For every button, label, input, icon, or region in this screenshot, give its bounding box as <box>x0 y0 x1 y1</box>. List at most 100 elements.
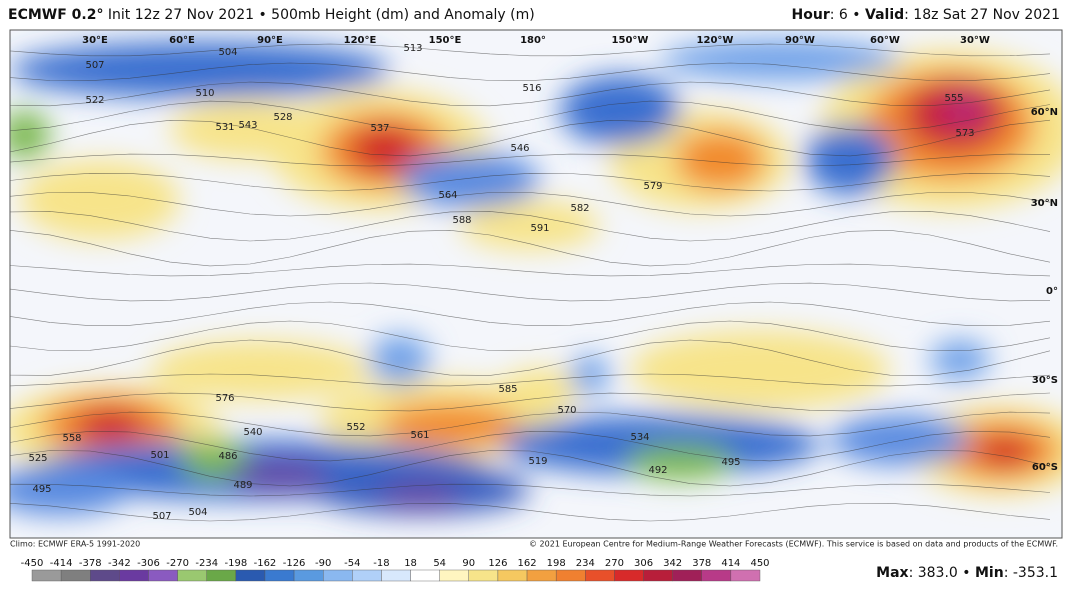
anomaly-blob <box>20 160 180 240</box>
contour-line <box>10 450 1051 487</box>
contour-label: 489 <box>233 480 252 491</box>
lat-label: 60°N <box>1031 107 1058 118</box>
anomaly-blob <box>460 200 600 250</box>
contour-line <box>10 282 1051 302</box>
contour-line <box>10 211 1051 242</box>
contour-label: 573 <box>955 128 974 139</box>
anomaly-blob <box>830 415 970 465</box>
colorbar-swatch <box>439 569 469 582</box>
title: Init 12z 27 Nov 2021 • 500mb Height (dm)… <box>108 7 535 23</box>
contour-line <box>10 172 1051 192</box>
colorbar-swatch <box>526 569 557 582</box>
anomaly-blob <box>380 483 460 507</box>
anomaly-blob <box>75 407 145 443</box>
anomaly-blob <box>380 403 520 447</box>
anomaly-blob <box>350 125 420 175</box>
anomaly-blob <box>400 152 540 208</box>
anomaly-blob <box>943 92 987 128</box>
colorbar-swatch <box>31 569 62 582</box>
contour-label: 591 <box>530 223 549 234</box>
colorbar-swatch <box>119 569 149 582</box>
model: ECMWF 0.2° Init 12z 27 Nov 2021 • 500mb … <box>8 7 535 23</box>
colorbar-label: 90 <box>462 558 475 569</box>
contour-label: 507 <box>85 60 104 71</box>
colorbar-label: -18 <box>373 558 389 569</box>
valid: Hour: 6 • Valid: 18z Sat 27 Nov 2021 <box>792 7 1060 23</box>
max-value: : 383.0 • <box>909 565 975 581</box>
contour-label: 501 <box>150 450 169 461</box>
contour-line <box>10 192 1051 217</box>
lon-label: 180° <box>520 35 546 46</box>
contour-label: 588 <box>452 215 471 226</box>
contour-line <box>10 229 1051 267</box>
contour-label: 510 <box>195 88 214 99</box>
lon-label: 90°W <box>785 35 815 46</box>
colorbar-swatch <box>730 569 761 582</box>
contour-line <box>10 301 1051 327</box>
anomaly-blob <box>10 110 50 160</box>
colorbar-swatch <box>497 569 528 582</box>
contour-line <box>10 430 1051 462</box>
lon-label: 120°E <box>344 35 377 46</box>
extremes: Max: 383.0 • Min: -353.1 <box>876 565 1058 581</box>
map-frame <box>9 29 1063 539</box>
contour-label: 522 <box>85 95 104 106</box>
colorbar-swatch <box>60 569 91 582</box>
anomaly-blob <box>170 100 330 160</box>
contour-label: 513 <box>403 43 422 54</box>
colorbar-swatch <box>323 569 353 582</box>
colorbar-swatch <box>148 569 178 582</box>
min-value: : -353.1 <box>1004 565 1058 581</box>
colorbar-swatch <box>352 569 382 582</box>
contour-label: 546 <box>510 143 529 154</box>
contour-line <box>10 100 1051 132</box>
colorbar-label: 342 <box>663 558 682 569</box>
contour-line <box>10 339 1051 376</box>
colorbar-label: -270 <box>166 558 189 569</box>
contour-label: 486 <box>218 451 237 462</box>
lat-label: 0° <box>1046 286 1058 297</box>
contour-label: 555 <box>944 93 963 104</box>
contour-label: 534 <box>630 432 649 443</box>
colorbar-swatch <box>410 569 440 582</box>
anomaly-blob <box>675 130 765 190</box>
colorbar-label: 18 <box>404 558 417 569</box>
lat-label: 60°S <box>1032 462 1058 473</box>
contour-label: 576 <box>215 393 234 404</box>
colorbar-swatch <box>468 569 499 582</box>
valid-label: Valid <box>865 7 904 23</box>
contour-label: 579 <box>643 181 662 192</box>
contour-label: 543 <box>238 120 257 131</box>
anomaly-blob <box>370 335 430 385</box>
colorbar-swatch <box>90 569 120 582</box>
colorbar-swatch <box>264 569 295 582</box>
contours <box>10 43 1051 522</box>
climo: Climo: ECMWF ERA-5 1991-2020 <box>10 540 140 549</box>
copyright: © 2021 European Centre for Medium-Range … <box>529 540 1058 549</box>
contour-label: 558 <box>62 433 81 444</box>
colorbar-label: -378 <box>79 558 102 569</box>
contour-line <box>10 81 1051 107</box>
contour-label: 495 <box>32 484 51 495</box>
anomaly-blob <box>660 40 900 80</box>
colorbar-swatch <box>293 569 324 582</box>
contour-line <box>10 392 1051 412</box>
colorbar-label: 234 <box>576 558 595 569</box>
colorbar-label: -198 <box>224 558 247 569</box>
colorbar-label: -126 <box>283 558 306 569</box>
colorbar-swatch <box>643 569 673 582</box>
lon-label: 150°E <box>429 35 462 46</box>
colorbar-label: -90 <box>315 558 331 569</box>
contour-label: 582 <box>570 203 589 214</box>
anomaly-blob <box>977 436 1033 468</box>
contour-line <box>10 411 1051 437</box>
anomaly-blob <box>230 460 330 490</box>
lat-label: 30°N <box>1031 198 1058 209</box>
hour-value: : 6 • <box>830 7 865 23</box>
contour-line <box>10 62 1051 82</box>
anomaly-blob <box>805 125 895 195</box>
contour-label: 528 <box>273 112 292 123</box>
lon-label: 120°W <box>697 35 734 46</box>
min-label: Min <box>975 565 1004 581</box>
